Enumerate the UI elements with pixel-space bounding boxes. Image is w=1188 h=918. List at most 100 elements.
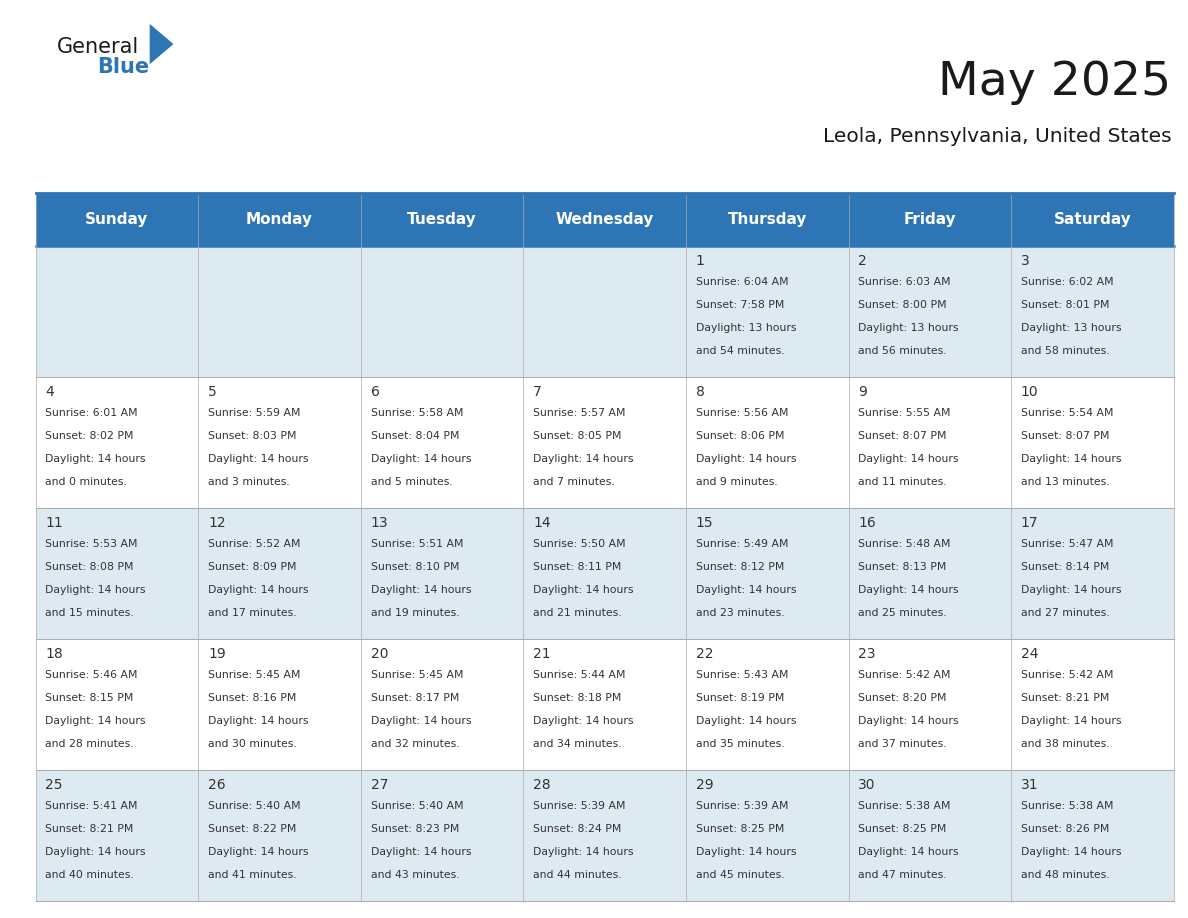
Text: Sunrise: 5:46 AM: Sunrise: 5:46 AM	[45, 670, 138, 680]
Text: and 41 minutes.: and 41 minutes.	[208, 870, 297, 880]
Text: Daylight: 14 hours: Daylight: 14 hours	[208, 847, 309, 857]
Text: Sunrise: 6:02 AM: Sunrise: 6:02 AM	[1020, 277, 1113, 286]
Text: and 35 minutes.: and 35 minutes.	[696, 739, 784, 749]
Bar	[198, 377, 361, 509]
Bar	[198, 509, 361, 639]
Text: 29: 29	[696, 778, 713, 792]
Text: 24: 24	[1020, 647, 1038, 661]
Text: Daylight: 14 hours: Daylight: 14 hours	[45, 453, 146, 464]
Bar	[36, 193, 1174, 246]
Text: Daylight: 14 hours: Daylight: 14 hours	[371, 716, 472, 726]
Text: and 13 minutes.: and 13 minutes.	[1020, 476, 1110, 487]
Text: Sunrise: 5:44 AM: Sunrise: 5:44 AM	[533, 670, 626, 680]
Text: Daylight: 14 hours: Daylight: 14 hours	[371, 847, 472, 857]
Text: and 25 minutes.: and 25 minutes.	[858, 608, 947, 618]
Bar	[848, 770, 1011, 901]
Text: and 17 minutes.: and 17 minutes.	[208, 608, 297, 618]
Text: Sunset: 8:23 PM: Sunset: 8:23 PM	[371, 824, 459, 834]
Text: Sunrise: 5:47 AM: Sunrise: 5:47 AM	[1020, 539, 1113, 549]
Text: May 2025: May 2025	[939, 60, 1171, 105]
Text: 15: 15	[696, 516, 713, 530]
Text: 16: 16	[858, 516, 876, 530]
Text: Friday: Friday	[904, 212, 956, 227]
Bar	[361, 770, 524, 901]
Text: Daylight: 14 hours: Daylight: 14 hours	[858, 716, 959, 726]
Bar	[36, 377, 198, 509]
Text: Sunset: 8:06 PM: Sunset: 8:06 PM	[696, 431, 784, 441]
Bar	[361, 377, 524, 509]
Text: and 15 minutes.: and 15 minutes.	[45, 608, 134, 618]
Text: 8: 8	[696, 385, 704, 399]
Bar	[685, 639, 848, 770]
Bar	[848, 509, 1011, 639]
Text: 12: 12	[208, 516, 226, 530]
Text: Wednesday: Wednesday	[556, 212, 653, 227]
Text: Sunrise: 6:03 AM: Sunrise: 6:03 AM	[858, 277, 950, 286]
Text: Sunset: 8:13 PM: Sunset: 8:13 PM	[858, 562, 947, 572]
Text: 20: 20	[371, 647, 388, 661]
Text: Sunset: 8:20 PM: Sunset: 8:20 PM	[858, 693, 947, 703]
Bar	[524, 377, 685, 509]
Text: and 48 minutes.: and 48 minutes.	[1020, 870, 1110, 880]
Text: Sunrise: 5:42 AM: Sunrise: 5:42 AM	[1020, 670, 1113, 680]
Text: Monday: Monday	[246, 212, 312, 227]
Bar	[1011, 770, 1174, 901]
Text: Daylight: 14 hours: Daylight: 14 hours	[1020, 453, 1121, 464]
Bar	[36, 246, 198, 377]
Bar	[36, 770, 198, 901]
Bar	[524, 246, 685, 377]
Text: and 0 minutes.: and 0 minutes.	[45, 476, 127, 487]
Text: Sunset: 8:22 PM: Sunset: 8:22 PM	[208, 824, 296, 834]
Text: and 45 minutes.: and 45 minutes.	[696, 870, 784, 880]
Text: Sunset: 7:58 PM: Sunset: 7:58 PM	[696, 300, 784, 309]
Bar	[361, 509, 524, 639]
Text: Daylight: 14 hours: Daylight: 14 hours	[696, 453, 796, 464]
Text: Daylight: 14 hours: Daylight: 14 hours	[1020, 585, 1121, 595]
Text: 21: 21	[533, 647, 551, 661]
Text: Leola, Pennsylvania, United States: Leola, Pennsylvania, United States	[823, 127, 1171, 146]
Text: Sunrise: 5:41 AM: Sunrise: 5:41 AM	[45, 801, 138, 812]
Text: Daylight: 14 hours: Daylight: 14 hours	[45, 585, 146, 595]
Text: and 34 minutes.: and 34 minutes.	[533, 739, 621, 749]
Text: Sunset: 8:16 PM: Sunset: 8:16 PM	[208, 693, 296, 703]
Text: Sunset: 8:21 PM: Sunset: 8:21 PM	[45, 824, 134, 834]
Text: 10: 10	[1020, 385, 1038, 399]
Text: Sunday: Sunday	[86, 212, 148, 227]
Text: Daylight: 13 hours: Daylight: 13 hours	[1020, 323, 1121, 332]
Text: Daylight: 14 hours: Daylight: 14 hours	[696, 847, 796, 857]
Bar	[848, 639, 1011, 770]
Text: and 44 minutes.: and 44 minutes.	[533, 870, 621, 880]
Bar	[524, 639, 685, 770]
Text: and 32 minutes.: and 32 minutes.	[371, 739, 460, 749]
Text: Sunset: 8:08 PM: Sunset: 8:08 PM	[45, 562, 134, 572]
Text: Sunrise: 5:43 AM: Sunrise: 5:43 AM	[696, 670, 789, 680]
Text: and 43 minutes.: and 43 minutes.	[371, 870, 460, 880]
Text: 1: 1	[696, 254, 704, 268]
Text: Sunrise: 5:59 AM: Sunrise: 5:59 AM	[208, 408, 301, 418]
Text: and 7 minutes.: and 7 minutes.	[533, 476, 615, 487]
Text: Sunset: 8:10 PM: Sunset: 8:10 PM	[371, 562, 459, 572]
Text: Daylight: 14 hours: Daylight: 14 hours	[208, 716, 309, 726]
Text: 4: 4	[45, 385, 55, 399]
Bar	[1011, 639, 1174, 770]
Text: and 21 minutes.: and 21 minutes.	[533, 608, 621, 618]
Text: Sunrise: 5:53 AM: Sunrise: 5:53 AM	[45, 539, 138, 549]
Text: 25: 25	[45, 778, 63, 792]
Bar	[524, 509, 685, 639]
Text: Sunrise: 5:40 AM: Sunrise: 5:40 AM	[371, 801, 463, 812]
Text: Sunset: 8:05 PM: Sunset: 8:05 PM	[533, 431, 621, 441]
Text: and 28 minutes.: and 28 minutes.	[45, 739, 134, 749]
Text: General: General	[57, 37, 139, 57]
Text: Sunset: 8:07 PM: Sunset: 8:07 PM	[858, 431, 947, 441]
Text: 23: 23	[858, 647, 876, 661]
Text: and 37 minutes.: and 37 minutes.	[858, 739, 947, 749]
Text: 3: 3	[1020, 254, 1030, 268]
Text: and 27 minutes.: and 27 minutes.	[1020, 608, 1110, 618]
Text: Daylight: 14 hours: Daylight: 14 hours	[1020, 716, 1121, 726]
Bar	[848, 246, 1011, 377]
Text: Tuesday: Tuesday	[407, 212, 476, 227]
Polygon shape	[150, 24, 173, 64]
Text: Sunrise: 5:38 AM: Sunrise: 5:38 AM	[1020, 801, 1113, 812]
Text: Sunset: 8:26 PM: Sunset: 8:26 PM	[1020, 824, 1110, 834]
Text: Sunset: 8:07 PM: Sunset: 8:07 PM	[1020, 431, 1110, 441]
